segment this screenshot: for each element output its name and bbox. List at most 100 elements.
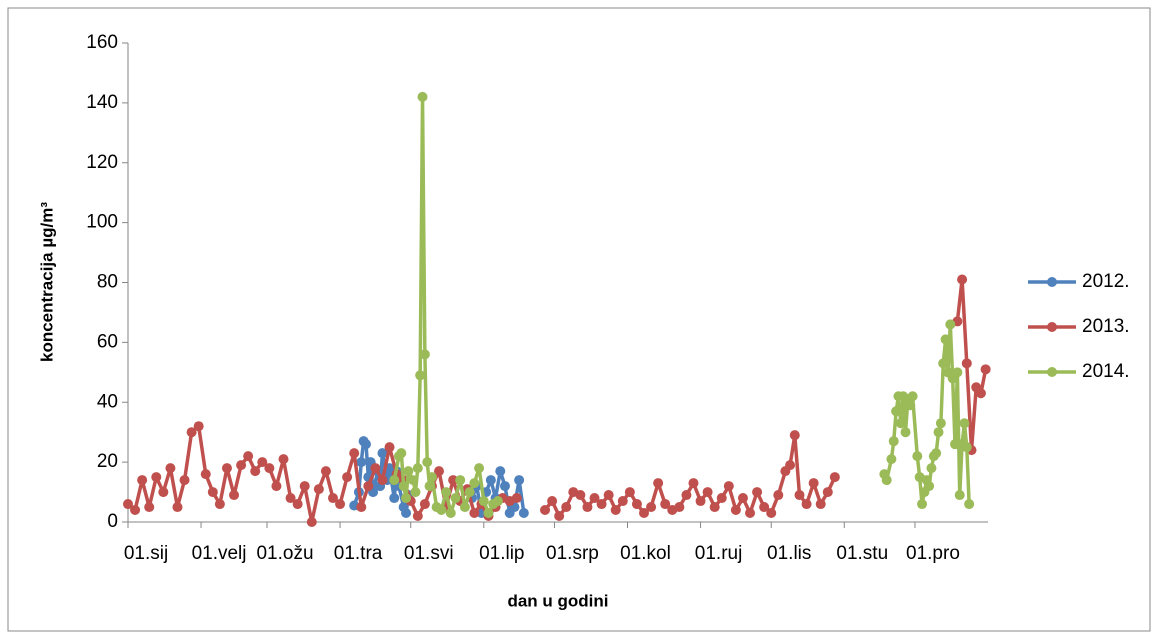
x-axis-title: dan u godini [507,591,608,610]
x-tick-label: 01.tra [334,543,383,564]
data-point [412,511,423,522]
data-point [415,370,426,381]
data-point [785,460,796,471]
data-point [695,496,706,507]
x-tick-label: 01.srp [546,543,599,564]
data-point [954,490,965,501]
data-point [221,463,232,474]
data-point [723,481,734,492]
legend-marker [1047,322,1057,332]
data-point [582,502,593,513]
data-point [214,499,225,510]
data-point [137,475,148,486]
data-point [130,505,141,516]
data-point [688,478,699,489]
data-point [172,502,183,513]
legend-marker [1047,277,1057,287]
data-point [794,490,805,501]
data-point [412,463,423,474]
data-point [445,508,456,519]
data-point [935,418,946,429]
data-point [165,463,176,474]
data-point [759,502,770,513]
data-point [881,475,892,486]
x-tick-label: 01.sij [124,543,168,564]
data-point [179,475,190,486]
legend-label: 2012. [1082,271,1130,292]
y-tick-label: 40 [97,391,118,412]
data-point [905,400,916,411]
data-point [624,487,635,498]
data-point [961,358,972,369]
data-point [789,430,800,441]
data-point [561,502,572,513]
y-tick-label: 80 [97,272,118,293]
data-point [912,451,923,462]
data-point [589,493,600,504]
data-point [257,457,268,468]
data-point [752,487,763,498]
data-point [907,391,918,402]
data-point [455,475,466,486]
data-point [940,334,951,345]
data-point [518,508,529,519]
data-point [492,496,503,507]
data-point [342,472,353,483]
data-point [716,493,727,504]
data-point [808,478,819,489]
data-point [511,493,522,504]
data-point [766,508,777,519]
data-point [617,496,628,507]
chart-border [7,7,1151,632]
data-point [327,493,338,504]
data-point [540,505,551,516]
data-point [702,487,713,498]
x-tick-label: 01.velj [192,543,247,564]
x-tick-label: 01.ruj [695,543,743,564]
data-point [158,487,169,498]
data-point [410,487,421,498]
data-point [957,274,968,285]
data-point [335,499,346,510]
data-point [450,493,461,504]
data-point [389,475,400,486]
legend-marker [1047,367,1057,377]
data-point [895,418,906,429]
data-point [933,427,944,438]
data-point [964,499,975,510]
y-tick-label: 120 [86,152,118,173]
data-point [945,319,956,330]
data-point [229,490,240,501]
data-point [377,475,388,486]
y-tick-label: 60 [97,331,118,352]
data-point [674,502,685,513]
data-point [891,406,902,417]
y-tick-label: 100 [86,212,118,233]
data-point [424,481,435,492]
data-point [681,490,692,501]
data-point [745,508,756,519]
data-point [193,421,204,432]
data-point [271,481,282,492]
data-point [384,442,395,453]
data-point [822,487,833,498]
data-point [499,481,510,492]
data-point [186,427,197,438]
y-tick-label: 20 [97,451,118,472]
data-point [401,493,412,504]
data-point [464,487,475,498]
x-tick-label: 01.kol [620,543,671,564]
data-point [554,511,565,522]
data-point [485,475,496,486]
data-point [469,508,480,519]
data-point [660,499,671,510]
data-point [151,472,162,483]
data-point [236,460,247,471]
data-point [950,439,961,450]
data-point [264,463,275,474]
data-point [285,493,296,504]
data-point [547,496,558,507]
data-point [422,457,433,468]
data-point [360,439,371,450]
